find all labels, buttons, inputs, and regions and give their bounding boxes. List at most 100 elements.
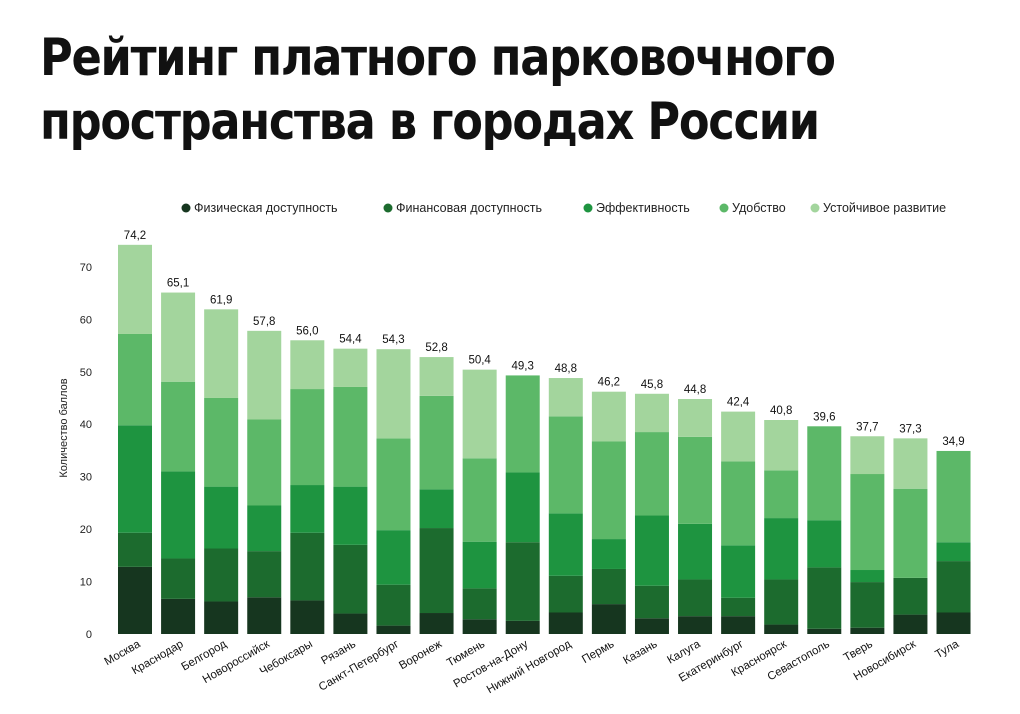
total-value-label: 45,8 [641,379,663,391]
bar-segment [721,616,756,634]
bar-segment [548,575,583,613]
bar-segment [204,601,239,634]
legend-label: Эффективность [596,201,690,215]
total-value-label: 39,6 [813,411,835,423]
bar-segment [548,612,583,634]
bar-segment [893,614,928,634]
bar-segment [764,420,799,471]
bar-segment [893,577,928,615]
total-value-label: 54,3 [382,334,404,346]
bar-segment [333,348,368,387]
bar-segment [721,411,756,462]
y-tick-label: 30 [80,472,92,484]
x-tick-label: Воронеж [397,638,444,672]
bar-segment [290,485,325,533]
y-tick-label: 20 [80,524,92,536]
bar-stack [204,309,239,634]
bar-stack [764,420,799,634]
bar-stack [807,426,842,634]
bar-segment [850,474,885,571]
bar-segment [419,395,454,490]
bar-segment [419,528,454,614]
bar-segment [893,488,928,578]
legend-marker [383,203,393,213]
total-value-label: 54,4 [339,334,362,346]
bar-segment [505,542,540,621]
bar-stack [678,399,713,634]
bar-segment [721,461,756,546]
legend-marker [583,203,593,213]
legend-label: Удобство [732,201,786,215]
bar-segment [893,438,928,489]
bar-segment [118,532,152,567]
bar-segment [678,616,713,634]
bar-stack [548,378,583,634]
bar-segment [118,244,152,334]
total-value-label: 52,8 [425,342,447,354]
total-value-label: 56,0 [296,325,318,337]
bar-segment [118,566,152,634]
legend-label: Физическая доступность [194,201,338,215]
y-tick-label: 0 [86,629,92,641]
total-value-label: 74,2 [124,230,146,242]
bar-segment [634,393,669,433]
bar-segment [204,486,239,549]
bar-segment [548,513,583,576]
bar-segment [721,545,756,598]
bar-segment [419,489,454,529]
bar-segment [764,470,799,519]
x-tick-label: Тула [933,638,961,661]
total-value-label: 50,4 [468,355,491,367]
x-tick-label: Казань [621,638,659,667]
bar-segment [204,548,239,602]
bar-segment [591,441,626,540]
bar-segment [634,585,669,619]
x-tick-label: Пермь [580,638,616,666]
bar-segment [161,598,196,634]
bar-stack [505,375,540,634]
bar-segment [204,309,239,398]
bar-segment [721,597,756,617]
bar-segment [678,579,713,617]
total-value-label: 34,9 [942,436,964,448]
total-value-label: 46,2 [598,377,620,389]
bar-segment [247,419,282,506]
bar-segment [764,518,799,580]
bar-segment [333,613,368,634]
total-value-label: 37,3 [899,423,921,435]
bar-segment [161,471,196,559]
bar-segment [505,375,540,473]
bar-stack [721,411,756,634]
bar-segment [333,544,368,614]
x-tick-label: Санкт-Петербург [317,638,401,693]
legend-label: Устойчивое развитие [823,201,946,215]
bar-segment [290,532,325,601]
bar-stack [893,438,928,634]
total-labels: 74,2 65,1 61,9 57,8 56,0 54,4 54,3 52,8 50,4 49,3… [124,230,965,448]
bar-segment [462,588,497,620]
bar-segment [807,567,842,629]
bar-segment [290,340,325,390]
bar-segment [118,333,152,426]
bar-segment [118,425,152,533]
bar-segment [419,357,454,396]
total-value-label: 57,8 [253,316,275,328]
bar-segment [807,426,842,521]
bar-segment [936,612,971,634]
bar-segment [591,391,626,442]
bar-segment [376,584,411,626]
bar-segment [376,625,411,634]
y-tick-label: 10 [80,577,92,589]
bar-stack [333,348,368,634]
total-value-label: 65,1 [167,278,189,290]
total-value-label: 44,8 [684,384,706,396]
total-value-label: 61,9 [210,294,232,306]
bar-segment [548,378,583,417]
bar-segment [247,505,282,552]
bar-stack [936,450,971,634]
y-axis-label: Количество баллов [58,378,70,477]
bar-segment [505,472,540,543]
total-value-label: 42,4 [727,397,750,409]
bar-segment [591,604,626,634]
page-title: Рейтинг платного парковочного пространст… [40,28,836,152]
